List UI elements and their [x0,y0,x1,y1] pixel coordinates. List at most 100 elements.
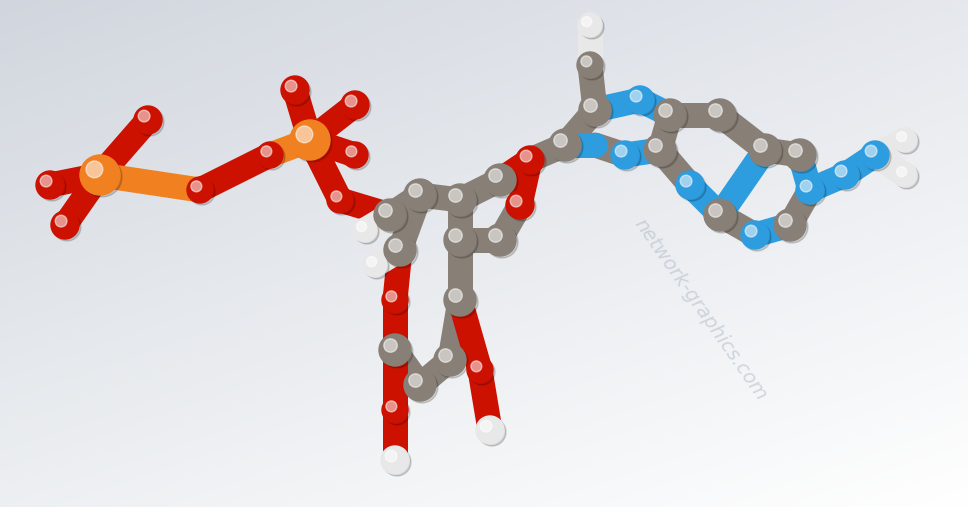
Circle shape [833,163,861,191]
Circle shape [508,193,536,221]
Circle shape [36,171,64,199]
Circle shape [136,108,164,136]
Circle shape [709,204,722,217]
Circle shape [582,17,591,27]
Circle shape [861,141,889,169]
Circle shape [378,204,392,217]
Circle shape [292,122,332,162]
Circle shape [480,420,492,432]
Circle shape [259,144,285,170]
Circle shape [579,54,605,80]
Circle shape [436,346,468,378]
Circle shape [469,359,495,385]
Circle shape [776,211,808,243]
Circle shape [286,80,297,92]
Circle shape [381,336,413,368]
Circle shape [449,189,463,202]
Circle shape [404,179,436,211]
Circle shape [584,99,597,112]
Circle shape [779,214,792,227]
Circle shape [283,78,311,106]
Circle shape [290,120,330,160]
Circle shape [863,143,891,171]
Circle shape [745,225,757,237]
Circle shape [484,164,516,196]
Circle shape [406,181,438,213]
Circle shape [346,95,357,107]
Circle shape [798,178,826,206]
Circle shape [484,224,516,256]
Circle shape [384,234,416,266]
Circle shape [581,56,591,67]
Circle shape [389,239,403,252]
Circle shape [341,91,369,119]
Circle shape [676,171,704,199]
Circle shape [382,287,408,313]
Circle shape [385,450,397,462]
Circle shape [386,401,397,412]
Circle shape [749,134,781,166]
Circle shape [367,257,377,267]
Circle shape [895,130,919,154]
Circle shape [343,93,371,121]
Circle shape [38,173,66,201]
Circle shape [374,199,406,231]
Circle shape [467,357,493,383]
Circle shape [831,161,859,189]
Circle shape [382,397,408,423]
Circle shape [446,226,478,258]
Circle shape [187,177,213,203]
Circle shape [55,215,67,227]
Circle shape [449,229,463,242]
Circle shape [704,99,736,131]
Circle shape [381,446,409,474]
Circle shape [327,187,353,213]
Circle shape [476,416,504,444]
Circle shape [865,145,877,157]
Circle shape [489,169,502,182]
Circle shape [706,201,738,233]
Circle shape [384,289,410,315]
Circle shape [789,144,802,157]
Circle shape [786,141,818,173]
Circle shape [376,201,408,233]
Circle shape [895,165,919,189]
Circle shape [893,163,917,187]
Circle shape [784,139,816,171]
Circle shape [580,15,604,39]
Circle shape [706,101,738,133]
Circle shape [659,104,672,117]
Circle shape [518,148,546,176]
Circle shape [743,223,771,251]
Circle shape [801,180,812,192]
Circle shape [138,110,150,122]
Circle shape [406,371,438,403]
Circle shape [342,142,368,168]
Circle shape [649,139,662,152]
Circle shape [470,361,482,372]
Circle shape [630,90,642,102]
Circle shape [644,134,676,166]
Circle shape [444,184,476,216]
Circle shape [383,339,397,352]
Circle shape [82,157,122,197]
Circle shape [611,141,639,169]
Circle shape [510,195,522,207]
Circle shape [446,186,478,218]
Circle shape [616,145,627,157]
Circle shape [365,255,389,279]
Circle shape [796,176,824,204]
Circle shape [520,150,532,162]
Circle shape [774,209,806,241]
Circle shape [384,399,410,425]
Circle shape [654,99,686,131]
Circle shape [346,146,357,157]
Circle shape [134,106,162,134]
Circle shape [835,165,847,177]
Circle shape [628,88,656,116]
Circle shape [446,286,478,318]
Circle shape [554,134,567,147]
Circle shape [281,76,309,104]
Circle shape [486,226,518,258]
Circle shape [678,173,706,201]
